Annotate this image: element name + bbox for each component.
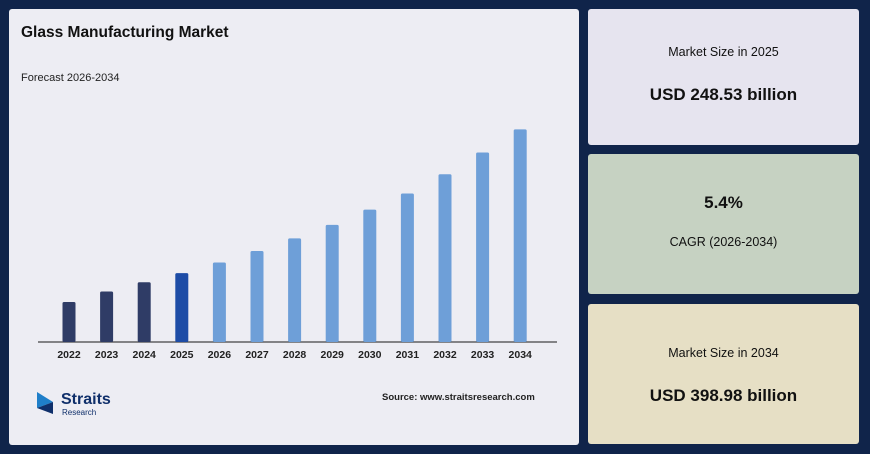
stat-value: USD 398.98 billion [649, 386, 798, 405]
stat-label: CAGR (2026-2034) [669, 235, 778, 249]
bar-chart: 2022 2023 2024 2025 2026 2027 2028 2029 2030 2031… [38, 129, 557, 361]
bar-2030 [363, 209, 377, 342]
x-tick-label-2032: 2032 [433, 349, 457, 361]
bar-2028 [288, 238, 302, 342]
x-tick-label-2025: 2025 [170, 349, 194, 361]
stat-card-market-size-2034: Market Size in 2034 USD 398.98 billion [588, 304, 859, 444]
bar-2025 [175, 273, 189, 342]
x-tick-label-2030: 2030 [358, 349, 382, 361]
bar-2032 [438, 174, 452, 342]
chart-subtitle: Forecast 2026-2034 [21, 72, 120, 84]
x-tick-label-2028: 2028 [283, 349, 307, 361]
stat-label: Market Size in 2025 [668, 45, 779, 59]
x-tick-label-2027: 2027 [245, 349, 269, 361]
source-note: Source: www.straitsresearch.com [382, 392, 535, 403]
straits-research-logo: Straits Research [37, 391, 111, 417]
x-tick-label-2029: 2029 [321, 349, 345, 361]
stat-value: 5.4% [704, 193, 743, 212]
x-tick-label-2033: 2033 [471, 349, 495, 361]
chart-title: Glass Manufacturing Market [21, 24, 229, 41]
x-tick-label-2034: 2034 [509, 349, 533, 361]
bar-2029 [325, 224, 339, 342]
bar-2024 [137, 282, 151, 342]
x-tick-label-2024: 2024 [133, 349, 157, 361]
stat-label: Market Size in 2034 [668, 346, 779, 360]
x-tick-label-2026: 2026 [208, 349, 232, 361]
x-tick-label-2031: 2031 [396, 349, 420, 361]
bar-2023 [100, 291, 114, 342]
bar-2022 [62, 302, 76, 342]
stat-card-cagr: 5.4% CAGR (2026-2034) [588, 154, 859, 294]
bar-2026 [212, 262, 226, 342]
bar-2033 [476, 152, 490, 342]
logo-subword: Research [62, 408, 96, 417]
x-tick-label-2022: 2022 [57, 349, 81, 361]
logo-word: Straits [61, 391, 111, 408]
x-tick-label-2023: 2023 [95, 349, 119, 361]
bar-2027 [250, 251, 264, 342]
bar-2034 [513, 129, 527, 342]
stat-value: USD 248.53 billion [649, 85, 798, 104]
bar-2031 [400, 193, 414, 342]
logo-mark-icon [37, 392, 53, 408]
stat-card-market-size-2025: Market Size in 2025 USD 248.53 billion [588, 9, 859, 145]
